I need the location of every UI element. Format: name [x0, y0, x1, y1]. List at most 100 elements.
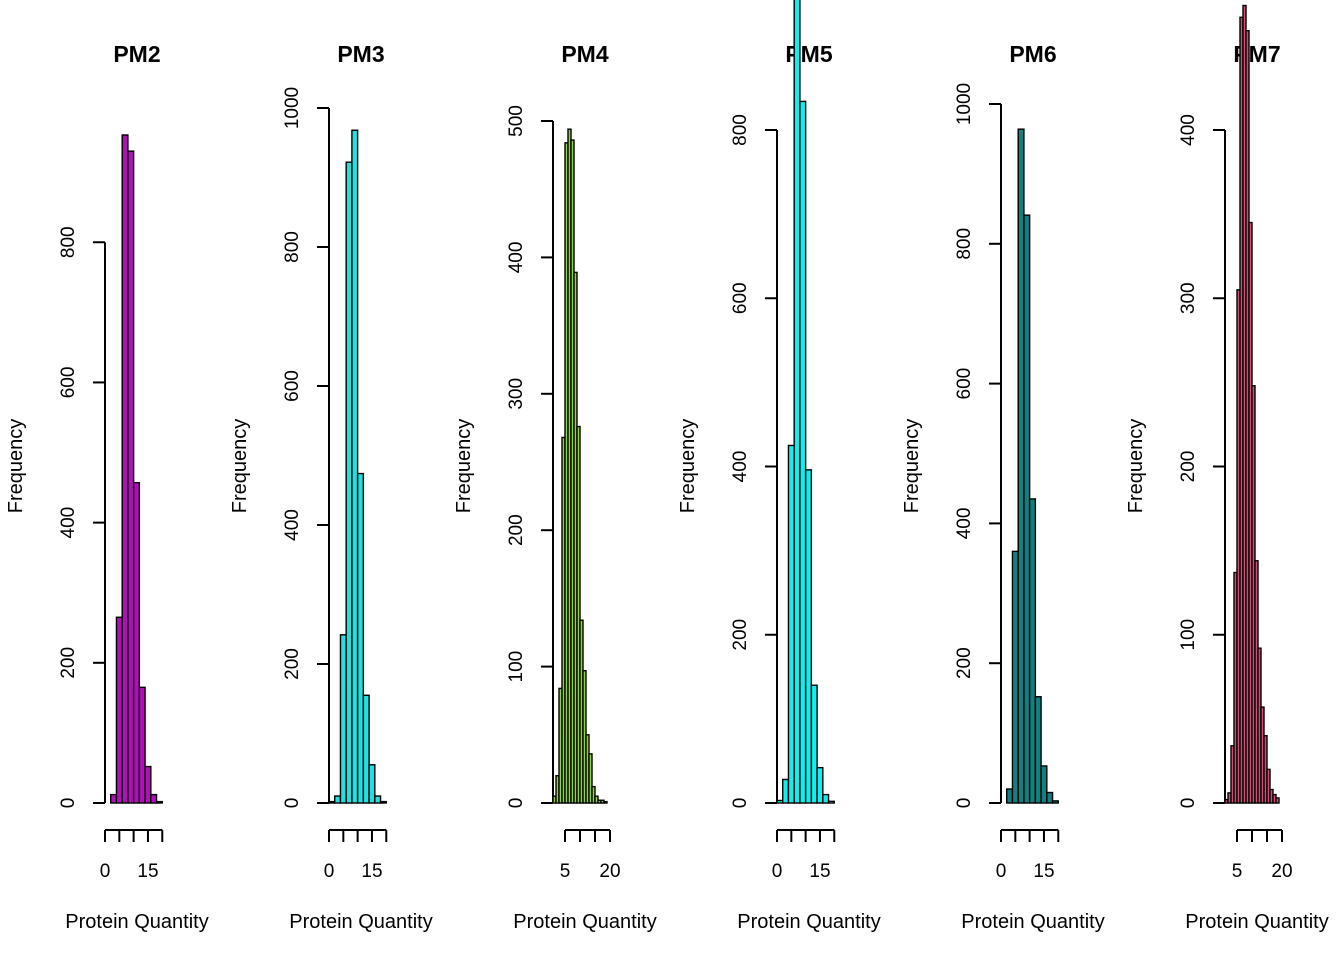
y-tick-label: 400	[58, 507, 79, 539]
y-tick-label: 100	[506, 651, 527, 683]
panel-pm4: PM4 0 100 200 300 400 500 Frequency 5 20 Protein Q…	[453, 41, 657, 933]
y-axis-label: Frequency	[229, 419, 251, 514]
y-tick-label: 200	[282, 648, 303, 680]
x-axis-label: Protein Quantity	[961, 911, 1104, 933]
y-tick-label: 400	[282, 509, 303, 541]
x-tick-label: 0	[100, 861, 111, 882]
x-tick-label: 15	[809, 861, 830, 882]
histogram-bar	[121, 134, 129, 804]
y-tick-label: 800	[954, 228, 975, 260]
histogram-bar	[1275, 797, 1280, 804]
histogram-bar	[328, 800, 336, 804]
histogram-bar	[368, 764, 376, 804]
y-axis-label: Frequency	[901, 419, 923, 514]
histogram-bar	[787, 444, 795, 804]
y-tick-label: 800	[58, 226, 79, 258]
histogram-bar	[379, 800, 387, 804]
x-tick-label: 20	[599, 861, 620, 882]
y-tick-label: 0	[282, 798, 303, 809]
histogram-bar	[1017, 128, 1025, 804]
y-tick-label: 0	[506, 798, 527, 809]
y-axis-label: Frequency	[1125, 419, 1147, 514]
x-tick-label: 0	[996, 861, 1007, 882]
histogram-bar	[591, 785, 596, 804]
x-tick-label: 15	[361, 861, 382, 882]
panel-pm2: PM2 0 200 400 600 800 Frequency 0 15 Protein Quan…	[5, 41, 209, 933]
y-tick-label: 400	[506, 242, 527, 274]
chart-title: PM2	[113, 41, 160, 67]
y-tick-label: 0	[954, 798, 975, 809]
histogram-bar	[144, 765, 152, 804]
histogram-bar	[816, 766, 824, 804]
histogram-bar	[132, 481, 141, 804]
histogram-bar	[588, 753, 593, 804]
histogram-bar	[603, 800, 608, 804]
y-axis-label: Frequency	[453, 419, 475, 514]
y-tick-label: 100	[1178, 619, 1199, 651]
histogram-bar	[339, 634, 347, 804]
x-axis-label: Protein Quantity	[1185, 911, 1328, 933]
y-tick-label: 400	[954, 508, 975, 540]
y-tick-label: 0	[730, 798, 751, 809]
y-tick-label: 200	[506, 514, 527, 546]
histogram-bar	[334, 795, 342, 804]
y-axis-label: Frequency	[5, 419, 27, 514]
histogram-bar	[356, 472, 365, 804]
histogram-bar	[110, 793, 118, 804]
y-tick-label: 0	[58, 798, 79, 809]
y-tick-label: 300	[506, 378, 527, 410]
histogram-bar	[576, 425, 581, 804]
x-tick-label: 15	[1033, 861, 1054, 882]
x-axis-label: Protein Quantity	[65, 911, 208, 933]
y-tick-label: 200	[954, 647, 975, 679]
histogram-bar	[1023, 214, 1031, 804]
histogram-bar	[127, 150, 135, 804]
histogram-bar	[1051, 800, 1059, 804]
y-tick-label: 1000	[282, 87, 303, 129]
histogram-bar	[138, 686, 146, 804]
y-axis-label: Frequency	[677, 419, 699, 514]
chart-title: PM6	[1009, 41, 1056, 67]
histogram-bar	[1046, 791, 1054, 804]
y-tick-label: 800	[730, 114, 751, 146]
x-tick-label: 0	[772, 861, 783, 882]
y-tick-label: 200	[1178, 451, 1199, 483]
histogram-bar	[799, 100, 807, 804]
chart-title: PM3	[337, 41, 384, 67]
x-tick-label: 5	[1232, 861, 1243, 882]
chart-title: PM4	[561, 41, 609, 67]
x-tick-label: 20	[1271, 861, 1292, 882]
x-tick-label: 0	[324, 861, 335, 882]
y-tick-label: 300	[1178, 282, 1199, 314]
histogram-bar	[793, 0, 801, 804]
histogram-bar	[822, 793, 830, 804]
panel-pm3: PM3 0 200 400 600 800 1000 Frequency 0 15 Protein …	[229, 41, 433, 933]
histogram-bar	[150, 793, 158, 804]
histogram-bar	[1266, 768, 1271, 804]
histogram-bar	[374, 795, 382, 804]
histogram-bar	[155, 800, 163, 804]
histogram-bar	[351, 129, 359, 804]
histogram-bar	[362, 694, 370, 804]
chart-title: PM5	[785, 41, 833, 67]
x-axis-label: Protein Quantity	[289, 911, 432, 933]
y-tick-label: 400	[1178, 114, 1199, 146]
histogram-bar	[804, 469, 813, 804]
y-tick-label: 800	[282, 231, 303, 263]
y-tick-label: 600	[730, 282, 751, 314]
histogram-bar	[810, 684, 818, 804]
panel-pm5: PM5 0 200 400 600 800 Frequency 0 15 Protein Quan…	[677, 0, 881, 933]
y-tick-label: 1000	[954, 83, 975, 125]
x-axis-label: Protein Quantity	[513, 911, 656, 933]
histogram-bar	[1006, 788, 1014, 804]
panel-pm6: PM6 0 200 400 600 800 1000 Frequency 0 15 Protein …	[901, 41, 1105, 933]
histogram-bar	[1028, 498, 1037, 804]
histogram-bar	[115, 616, 123, 804]
histogram-bar	[1034, 696, 1042, 804]
histogram-bar	[827, 800, 835, 804]
y-tick-label: 200	[58, 647, 79, 679]
y-tick-label: 200	[730, 619, 751, 651]
x-tick-label: 15	[137, 861, 158, 882]
